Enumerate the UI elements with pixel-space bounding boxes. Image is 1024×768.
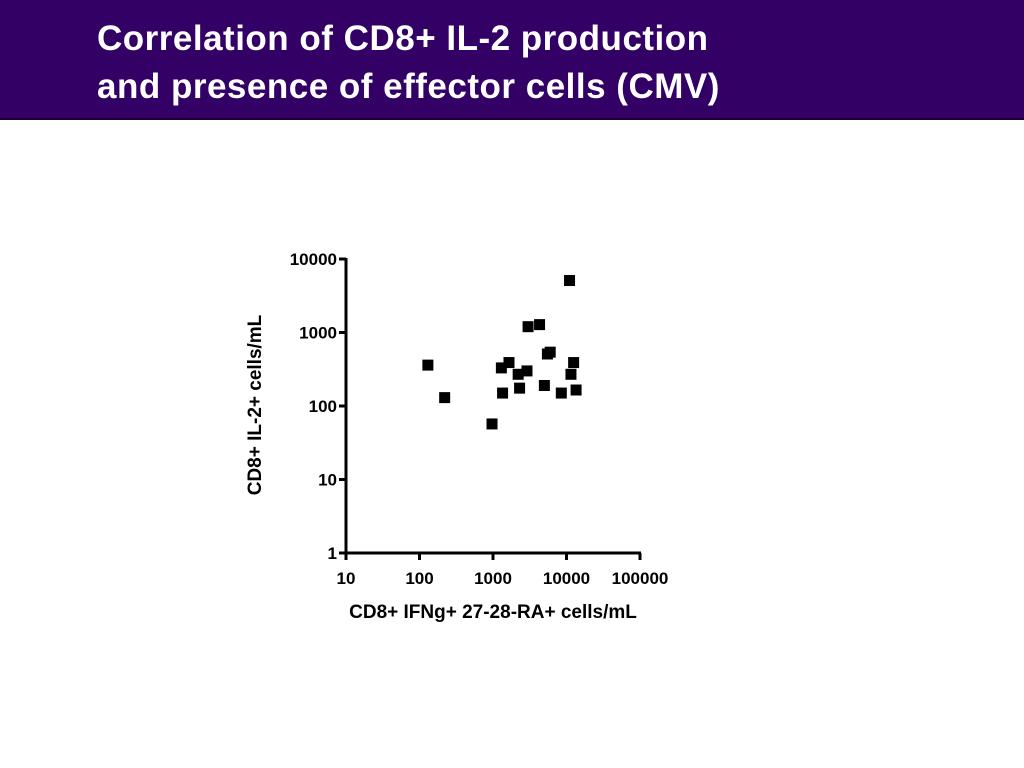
slide-title-line-1: Correlation of CD8+ IL-2 production [97,19,709,58]
data-point [568,357,580,369]
data-point [486,418,498,430]
y-tick-label: 1 [328,544,337,563]
x-axis-label: CD8+ IFNg+ 27-28-RA+ cells/mL [349,602,637,623]
y-axis-ticks: 1 10 100 1000 10000 [290,250,346,563]
data-point [495,362,507,374]
data-point [439,392,451,404]
title-bar: Correlation of CD8+ IL-2 production and … [0,0,1024,120]
y-tick-label: 100 [309,397,337,416]
y-tick-label: 10 [318,471,337,490]
data-point [521,365,533,377]
x-tick-label: 10000 [543,569,590,588]
data-point [555,387,567,399]
data-point [565,368,577,380]
data-point [564,274,576,286]
x-tick-label: 10 [337,569,356,588]
y-axis-label: CD8+ IL-2+ cells/mL [245,314,266,495]
data-point [497,387,509,399]
data-points [422,274,582,430]
x-axis-ticks: 10 100 1000 10000 100000 [337,553,669,588]
data-point [522,321,534,333]
data-point [514,382,526,394]
slide-title-line-2: and presence of effector cells (CMV) [97,67,720,106]
data-point [422,359,434,371]
data-point [512,368,524,380]
y-tick-label: 1000 [299,324,337,343]
data-point [544,346,556,358]
x-tick-label: 100 [405,569,433,588]
data-point [538,380,550,392]
x-tick-label: 100000 [612,569,669,588]
data-point [503,357,515,369]
x-tick-label: 1000 [474,569,512,588]
data-point [570,384,582,396]
y-tick-label: 10000 [290,250,337,269]
data-point [534,319,546,331]
